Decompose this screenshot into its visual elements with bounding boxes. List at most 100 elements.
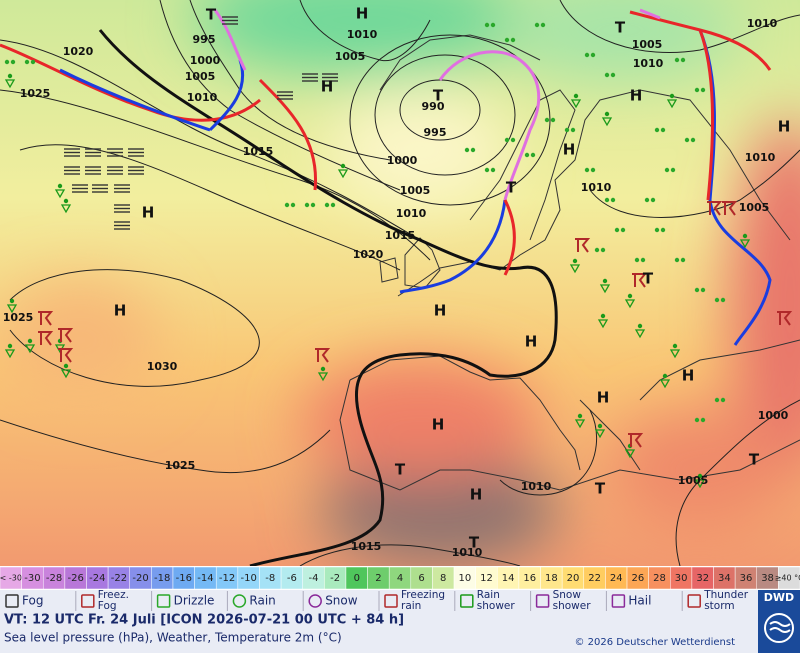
rain-dot [700, 417, 706, 423]
low-center: T [433, 87, 444, 105]
rain-dot [510, 137, 516, 143]
rain-dot [660, 227, 666, 233]
low-center: T [615, 19, 626, 37]
thunderstorm [707, 201, 723, 216]
colorbar-label: 18 [545, 573, 558, 584]
thunderstorm [628, 433, 644, 448]
isobar-label: 1010 [452, 546, 483, 559]
low-center: T [469, 534, 480, 552]
rain-dot [10, 59, 16, 65]
colorbar-label: ≥40 °C [775, 574, 800, 583]
rain-dot [330, 202, 336, 208]
rain-dot [304, 202, 310, 208]
rain-shower-triangle [739, 239, 751, 249]
isobar-label: 1005 [632, 38, 663, 51]
colorbar-label: -22 [111, 573, 127, 584]
high-center: H [356, 5, 369, 23]
rain-shower-triangle [601, 117, 613, 127]
weather-legend: Fog Freez.Fog Drizzle Rain Snow FreezingrainR… [5, 589, 749, 612]
rain-shower-triangle [574, 419, 586, 429]
high-center: H [434, 302, 447, 320]
colorbar-label: 16 [523, 573, 536, 584]
legend-icon [384, 594, 398, 608]
rain-dot [610, 197, 616, 203]
coast [397, 89, 791, 297]
legend-label: Hail [628, 594, 651, 608]
legend-label: shower [553, 600, 592, 612]
rain-dot [504, 37, 510, 43]
rain-dot [694, 417, 700, 423]
rain-dot [614, 227, 620, 233]
legend-label: Rain [249, 594, 275, 608]
warm-front [698, 29, 715, 201]
rain-shower-triangle [60, 204, 72, 214]
colorbar-label: -4 [309, 573, 319, 584]
rain-dot [674, 257, 680, 263]
high-center: H [597, 389, 610, 407]
rain-shower-triangle [24, 344, 36, 354]
legend-icon [687, 594, 701, 608]
rain-dot [550, 117, 556, 123]
cold-front [399, 199, 507, 294]
rain-shower-dot [57, 183, 63, 189]
warm-front [258, 78, 318, 191]
rain-dot [470, 147, 476, 153]
legend-icon [5, 594, 19, 608]
rain-shower-dot [602, 278, 608, 284]
isobar-label: 1030 [147, 360, 178, 373]
isobar [559, 0, 800, 54]
rain-shower-dot [669, 93, 675, 99]
isobar-label: 1020 [63, 45, 94, 58]
rain-shower-triangle [669, 349, 681, 359]
rain-dot [484, 167, 490, 173]
rain-dot [504, 137, 510, 143]
rain-dot [604, 72, 610, 78]
rain-shower-triangle [659, 379, 671, 389]
rain-dot [490, 167, 496, 173]
colorbar-label: 10 [458, 573, 471, 584]
legend-icon [156, 594, 171, 608]
colorbar: < -30 -30 -28 -26 -24 -22 -20 -18 -16 -14 -12 -10 -8… [0, 566, 800, 590]
isobar-label: 1005 [400, 184, 431, 197]
colorbar-label: < -30 [0, 574, 22, 583]
rain-shower-triangle [666, 99, 678, 109]
rain-shower-triangle [317, 372, 329, 382]
rain-dot [594, 247, 600, 253]
cold-front [208, 59, 245, 132]
thunderstorm [575, 238, 591, 253]
legend-label: Rain [477, 589, 500, 601]
coastlines [339, 34, 800, 491]
rain-dot [664, 167, 670, 173]
thunderstorm [315, 348, 331, 363]
isobar-label: 1025 [20, 87, 51, 100]
legend-icon [308, 594, 322, 608]
rain-shower-triangle [54, 189, 66, 199]
legend-icon [535, 594, 550, 608]
rain-shower-triangle [624, 449, 636, 459]
low-center: T [643, 270, 654, 288]
rain-dot [654, 127, 660, 133]
dwd-logo-wave [769, 621, 791, 633]
colorbar-label: 36 [740, 573, 753, 584]
rain-dot [464, 147, 470, 153]
isobar [299, 544, 521, 566]
rain-shower-dot [697, 473, 703, 479]
isobar-label: 1020 [353, 248, 384, 261]
rain-dot [640, 257, 646, 263]
rain-dot [700, 87, 706, 93]
rain-shower-dot [662, 373, 668, 379]
rain-shower-dot [340, 163, 346, 169]
high-center: H [630, 87, 643, 105]
isobar-label: 1015 [243, 145, 274, 158]
thunderstorm [58, 348, 74, 363]
isobar [0, 419, 331, 474]
isobar-label: 1000 [190, 54, 221, 67]
coast [379, 34, 541, 91]
isobar-label: 1025 [3, 311, 34, 324]
rain-dot [634, 257, 640, 263]
colorbar-label: -26 [68, 573, 84, 584]
rain-shower-triangle [694, 479, 706, 489]
rain-dot [324, 202, 330, 208]
rain-dot [490, 22, 496, 28]
